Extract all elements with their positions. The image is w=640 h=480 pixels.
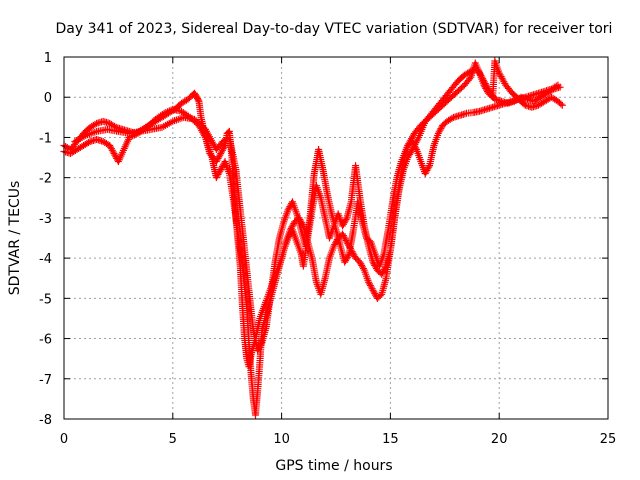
- data-point: [557, 100, 565, 108]
- data-point: [425, 163, 433, 171]
- data-point: [448, 114, 456, 122]
- y-tick-label: -4: [39, 252, 52, 267]
- data-point: [414, 135, 422, 143]
- data-point: [194, 96, 202, 104]
- data-point: [359, 265, 367, 273]
- data-layer: [60, 57, 566, 419]
- data-point: [558, 101, 566, 109]
- data-point: [344, 252, 352, 260]
- y-tick-label: 0: [44, 91, 52, 106]
- data-point: [520, 100, 528, 108]
- data-point: [84, 138, 92, 146]
- x-tick-label: 0: [60, 432, 68, 447]
- x-axis-label: GPS time / hours: [275, 458, 392, 474]
- x-tick-label: 20: [491, 432, 508, 447]
- series-tori-c: [71, 57, 566, 355]
- y-tick-label: -3: [39, 212, 52, 227]
- x-tick-label: 15: [382, 432, 399, 447]
- plot-border: [63, 56, 609, 420]
- data-point: [554, 81, 562, 89]
- data-point: [342, 215, 350, 223]
- y-tick-label: -7: [39, 373, 52, 388]
- data-point: [381, 264, 389, 272]
- data-point: [91, 120, 99, 128]
- data-point: [224, 128, 232, 136]
- x-tick-label: 10: [273, 432, 290, 447]
- data-point: [412, 144, 420, 152]
- x-tick-label: 25: [600, 432, 617, 447]
- chart-title: Day 341 of 2023, Sidereal Day-to-day VTE…: [56, 21, 613, 37]
- y-tick-label: -5: [39, 292, 52, 307]
- data-point: [220, 143, 228, 151]
- data-point: [552, 82, 560, 90]
- data-point: [466, 75, 474, 83]
- data-point: [257, 340, 265, 348]
- y-tick-label: -1: [39, 131, 52, 146]
- ticks-layer: [63, 56, 609, 420]
- y-tick-label: -8: [39, 413, 52, 428]
- x-tick-label: 5: [169, 432, 177, 447]
- y-tick-label: -2: [39, 172, 52, 187]
- y-tick-label: 1: [44, 51, 52, 66]
- y-axis-label: SDTVAR / TECUs: [7, 181, 23, 296]
- y-tick-label: -6: [39, 333, 52, 348]
